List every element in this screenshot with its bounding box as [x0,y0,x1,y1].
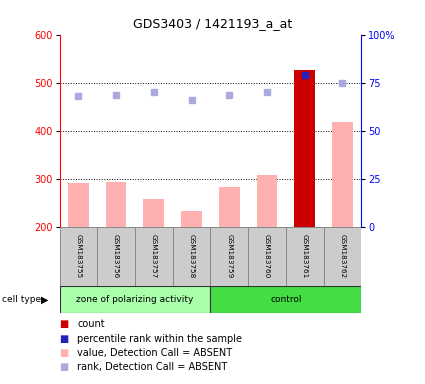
Text: GSM183761: GSM183761 [302,234,308,278]
Text: GSM183759: GSM183759 [226,234,232,278]
Bar [135,227,173,286]
Text: rank, Detection Call = ABSENT: rank, Detection Call = ABSENT [77,362,228,372]
Text: ■: ■ [60,334,69,344]
Text: count: count [77,319,105,329]
Bar [106,182,127,227]
Bar [60,227,97,286]
Text: GSM183755: GSM183755 [75,234,81,278]
Text: GSM183756: GSM183756 [113,234,119,278]
Text: ▶: ▶ [41,295,48,305]
Text: GSM183762: GSM183762 [340,234,346,278]
Text: cell type: cell type [2,295,41,304]
Bar [60,286,210,313]
Text: GDS3403 / 1421193_a_at: GDS3403 / 1421193_a_at [133,17,292,30]
Bar [68,184,89,227]
Text: GSM183760: GSM183760 [264,234,270,278]
Text: value, Detection Call = ABSENT: value, Detection Call = ABSENT [77,348,232,358]
Bar [97,227,135,286]
Bar [181,211,202,227]
Bar [257,175,278,227]
Bar [143,199,164,227]
Text: GSM183757: GSM183757 [151,234,157,278]
Bar [219,187,240,227]
Text: GSM183758: GSM183758 [189,234,195,278]
Bar [286,227,323,286]
Bar [248,227,286,286]
Text: ■: ■ [60,348,69,358]
Text: zone of polarizing activity: zone of polarizing activity [76,295,194,304]
Bar [173,227,210,286]
Text: percentile rank within the sample: percentile rank within the sample [77,334,242,344]
Bar [332,122,353,227]
Bar [210,227,248,286]
Bar [323,227,361,286]
Text: ■: ■ [60,362,69,372]
Text: ■: ■ [60,319,69,329]
Text: control: control [270,295,302,304]
Bar [210,286,361,313]
Bar [294,70,315,227]
